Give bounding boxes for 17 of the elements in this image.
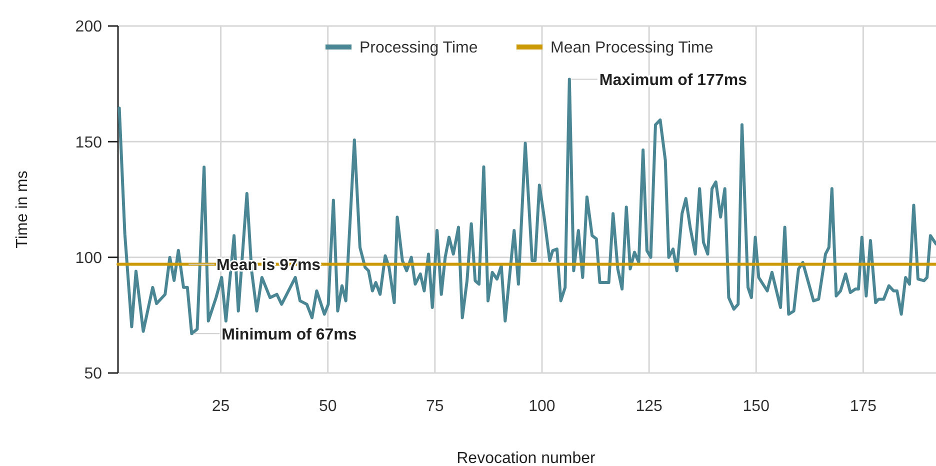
x-tick-label: 100	[528, 398, 556, 415]
x-tick-label: 175	[850, 398, 877, 415]
legend-label: Processing Time	[360, 40, 478, 57]
x-tick-label: 75	[426, 398, 444, 415]
y-tick-label: 200	[75, 18, 102, 36]
y-axis-title: Time in ms	[14, 170, 31, 248]
x-tick-label: 150	[742, 398, 770, 415]
annotation: Minimum of 67ms	[222, 326, 357, 344]
legend-label: Mean Processing Time	[550, 40, 714, 57]
x-axis-title: Revocation number	[456, 450, 596, 466]
y-tick-label: 50	[84, 366, 102, 383]
x-tick-label: 50	[318, 398, 337, 415]
y-tick-label: 150	[75, 134, 102, 152]
annotation: Maximum of 177ms	[599, 72, 748, 89]
x-tick-label: 25	[212, 398, 230, 415]
y-tick-label: 100	[75, 250, 102, 267]
x-tick-label: 125	[636, 398, 663, 415]
